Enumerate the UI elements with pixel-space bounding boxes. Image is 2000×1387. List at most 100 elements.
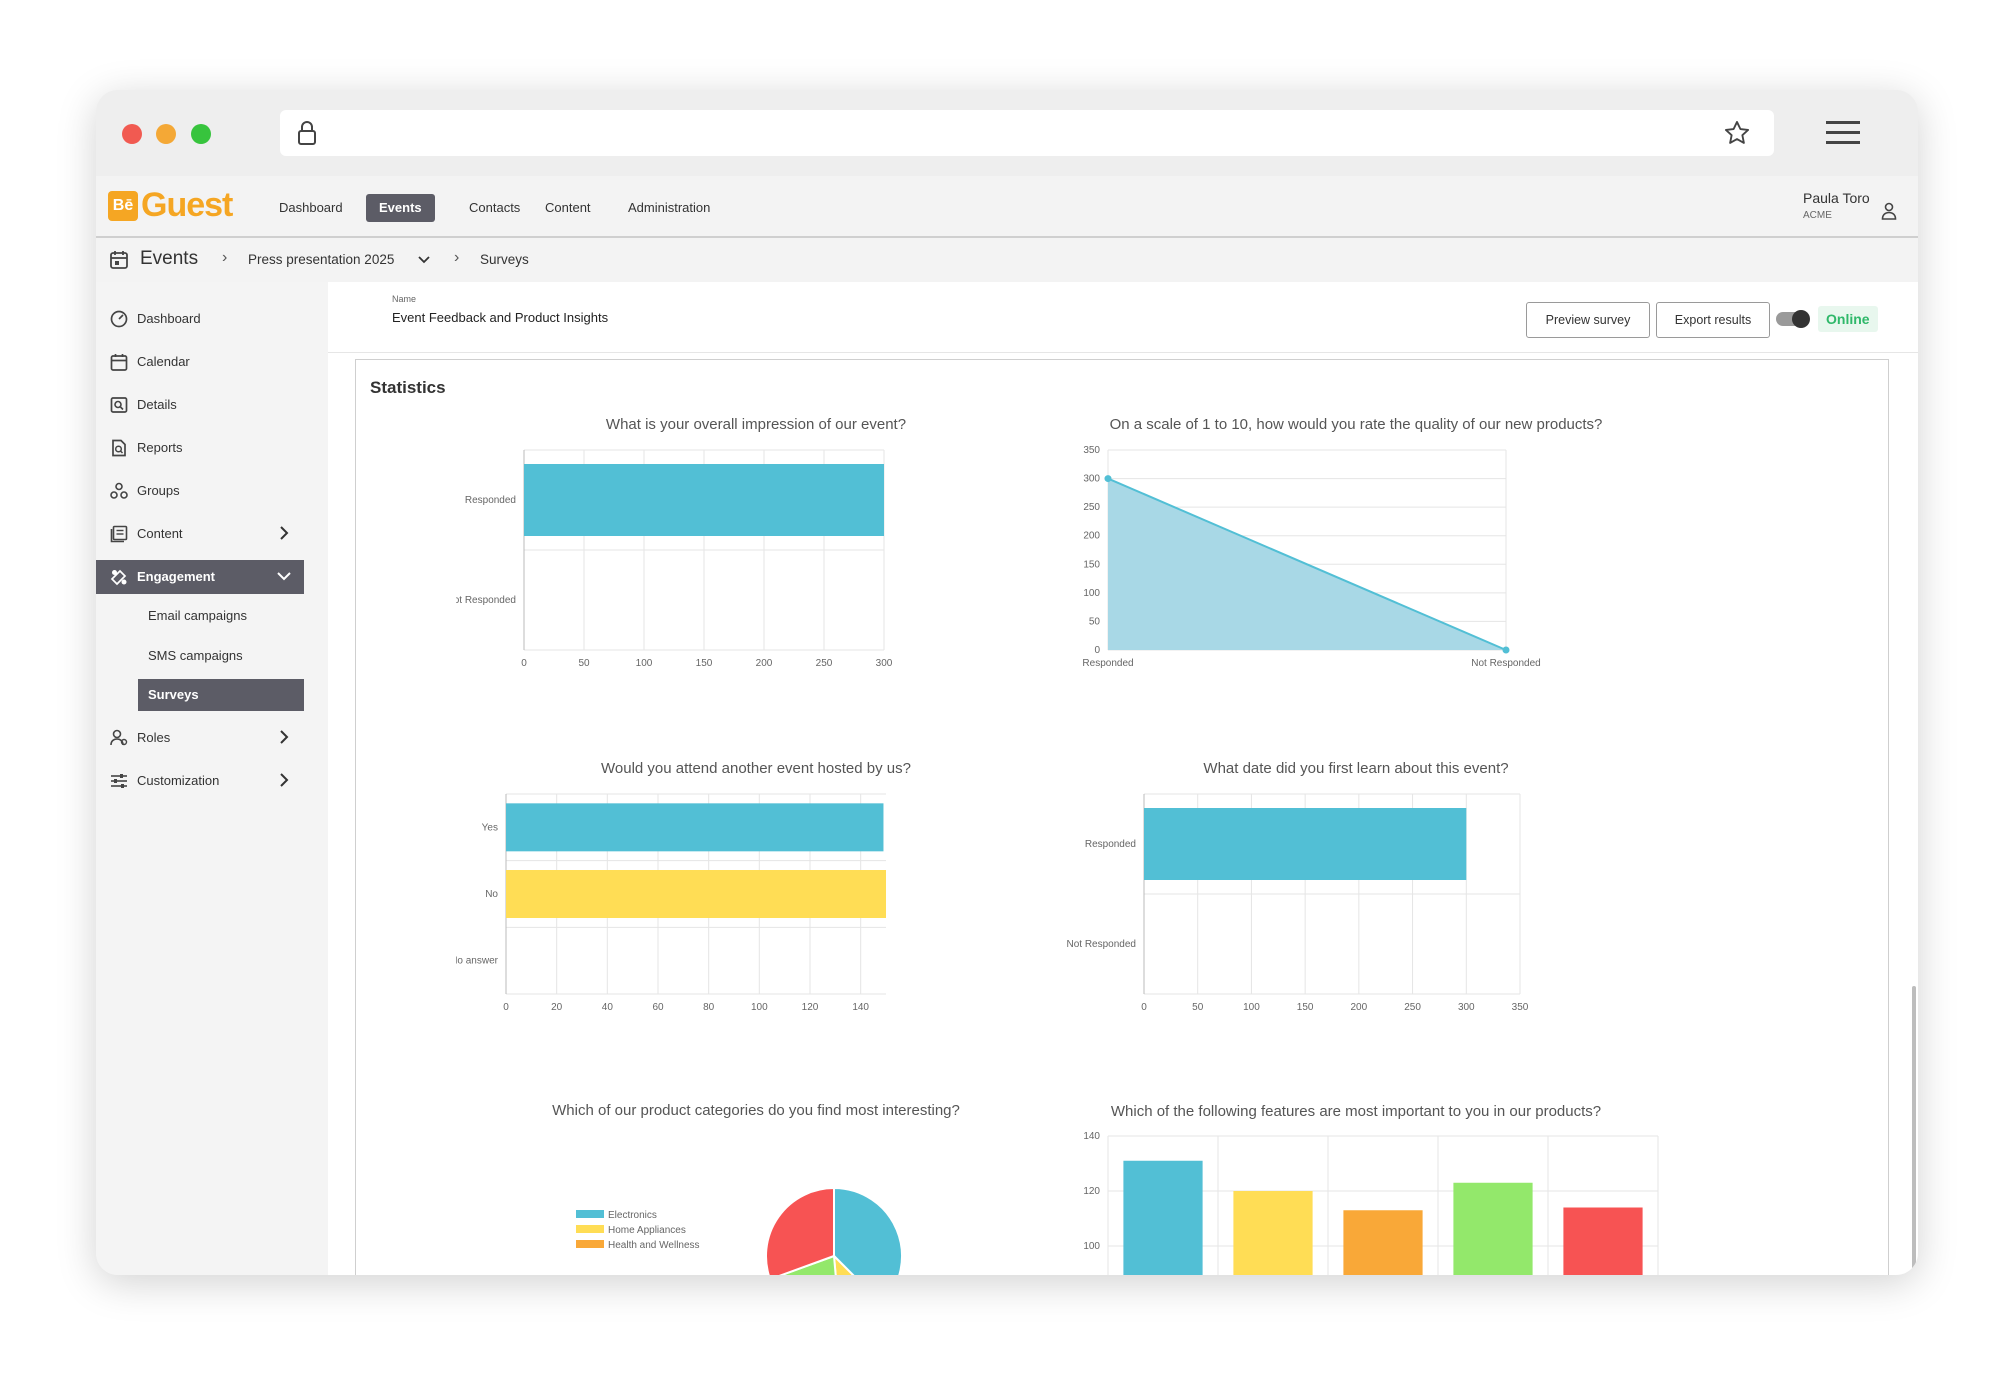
bar-feature-2	[1233, 1191, 1313, 1275]
chart-quality-rating: 0 50 100 150 200 250 300 350 Responded Not Respon…	[1082, 445, 1540, 669]
user-icon[interactable]	[1881, 202, 1897, 220]
pie-slice	[833, 1186, 903, 1275]
app: Bē Guest Dashboard Events Contacts Conte…	[96, 176, 1918, 1275]
chart-4-title: What date did you first learn about this…	[1203, 760, 1509, 777]
breadcrumb-surveys: Surveys	[480, 252, 529, 267]
x-tick-label: 0	[521, 658, 527, 669]
preview-survey-button[interactable]: Preview survey	[1526, 302, 1650, 338]
statistics-panel: Statistics What is your overall impressi…	[355, 359, 1889, 1275]
sidebar-item-calendar[interactable]: Calendar	[96, 345, 304, 379]
x-tick-label: 0	[503, 1002, 509, 1013]
y-tick-label: 150	[1083, 559, 1100, 570]
bookmark-star-icon[interactable]	[1722, 119, 1752, 147]
chevron-down-icon[interactable]	[418, 256, 430, 264]
y-tick-label: 50	[1089, 616, 1101, 627]
sidebar-item-reports[interactable]: Reports	[96, 431, 304, 465]
sidebar: Dashboard Calendar Details Reports Group…	[96, 282, 328, 1275]
chart-5-title: Which of our product categories do you f…	[552, 1102, 960, 1119]
nav-content[interactable]: Content	[545, 200, 591, 215]
x-tick-label: 250	[816, 658, 833, 669]
breadcrumb-events[interactable]: Events	[140, 248, 199, 269]
page-scrollbar[interactable]	[1912, 986, 1916, 1275]
nav-contacts[interactable]: Contacts	[469, 200, 521, 215]
breadcrumb: Events › Press presentation 2025 › Surve…	[96, 238, 1918, 282]
x-tick-label: 200	[1351, 1002, 1368, 1013]
close-window-button[interactable]	[122, 124, 142, 144]
chart-1-title: What is your overall impression of our e…	[605, 416, 907, 433]
nav-administration[interactable]: Administration	[628, 200, 711, 215]
maximize-window-button[interactable]	[191, 124, 211, 144]
address-bar[interactable]	[280, 110, 1774, 156]
sidebar-item-engagement[interactable]: Engagement	[96, 560, 304, 594]
legend-label: Electronics	[608, 1210, 657, 1221]
data-point	[1104, 475, 1112, 483]
calendar-icon	[110, 251, 128, 269]
x-tick-label: 100	[1243, 1002, 1260, 1013]
user-name: Paula Toro	[1803, 190, 1870, 206]
x-tick-label: 300	[1458, 1002, 1475, 1013]
nav-dashboard[interactable]: Dashboard	[279, 200, 343, 215]
y-tick-label: Responded	[1085, 839, 1136, 850]
sidebar-item-label: Reports	[137, 440, 183, 455]
y-tick-label: Not Responded	[456, 595, 516, 606]
chart-6-title: Which of the following features are most…	[1110, 1103, 1602, 1120]
sidebar-subitem-email-campaigns[interactable]: Email campaigns	[138, 600, 304, 632]
chart-3-title: Would you attend another event hosted by…	[601, 760, 911, 777]
nav-events[interactable]: Events	[366, 194, 435, 222]
export-results-button[interactable]: Export results	[1656, 302, 1770, 338]
sidebar-item-details[interactable]: Details	[96, 388, 304, 422]
sidebar-item-roles[interactable]: Roles	[96, 721, 304, 755]
x-tick-label: 100	[636, 658, 653, 669]
minimize-window-button[interactable]	[156, 124, 176, 144]
logo-badge: Bē	[108, 191, 138, 221]
x-tick-label: 50	[578, 658, 590, 669]
y-tick-label: 300	[1083, 474, 1100, 485]
legend-swatch	[576, 1210, 604, 1218]
bar-responded	[524, 464, 884, 536]
content-icon	[110, 525, 128, 543]
data-point	[1502, 646, 1510, 654]
x-tick-label: 40	[602, 1002, 614, 1013]
y-tick-label: Not Responded	[1067, 939, 1137, 950]
breadcrumb-separator: ›	[222, 249, 228, 266]
details-icon	[110, 397, 128, 413]
sidebar-item-groups[interactable]: Groups	[96, 474, 304, 508]
sidebar-subitem-label: Email campaigns	[148, 608, 247, 623]
reports-icon	[112, 439, 126, 457]
engagement-icon	[110, 569, 127, 586]
y-tick-label: 140	[1083, 1131, 1100, 1142]
calendar-icon	[110, 354, 128, 371]
browser-window: Bē Guest Dashboard Events Contacts Conte…	[96, 90, 1918, 1275]
x-tick-label: 300	[876, 658, 893, 669]
browser-menu-icon[interactable]	[1826, 118, 1862, 148]
chart-2-title: On a scale of 1 to 10, how would you rat…	[1109, 416, 1603, 433]
lock-icon	[298, 121, 316, 145]
bar-feature-4	[1453, 1182, 1533, 1275]
sidebar-item-label: Content	[137, 526, 183, 541]
sidebar-subitem-surveys[interactable]: Surveys	[138, 679, 304, 711]
y-tick-label: 350	[1083, 445, 1100, 456]
legend-label: Health and Wellness	[608, 1240, 700, 1251]
breadcrumb-event[interactable]: Press presentation 2025	[248, 252, 395, 267]
sidebar-subitem-sms-campaigns[interactable]: SMS campaigns	[138, 640, 304, 672]
sidebar-item-customization[interactable]: Customization	[96, 764, 304, 798]
beguest-logo[interactable]: Bē Guest	[108, 186, 244, 226]
sidebar-item-dashboard[interactable]: Dashboard	[96, 302, 304, 336]
sidebar-item-label: Roles	[137, 730, 171, 745]
x-tick-label: 0	[1141, 1002, 1147, 1013]
sidebar-subitem-label: SMS campaigns	[148, 648, 243, 663]
browser-toolbar	[96, 90, 1918, 176]
sidebar-item-label: Calendar	[137, 354, 190, 369]
x-tick-label: 200	[756, 658, 773, 669]
dashboard-icon	[110, 310, 128, 328]
bar-responded	[1144, 808, 1467, 880]
bar-feature-1	[1123, 1160, 1203, 1275]
x-tick-label: 60	[652, 1002, 664, 1013]
online-toggle[interactable]	[1776, 310, 1810, 328]
x-tick-label: 100	[751, 1002, 768, 1013]
y-tick-label: No	[485, 889, 498, 900]
sidebar-item-content[interactable]: Content	[96, 517, 304, 551]
statistics-title: Statistics	[370, 378, 446, 397]
x-tick-label: 250	[1404, 1002, 1421, 1013]
